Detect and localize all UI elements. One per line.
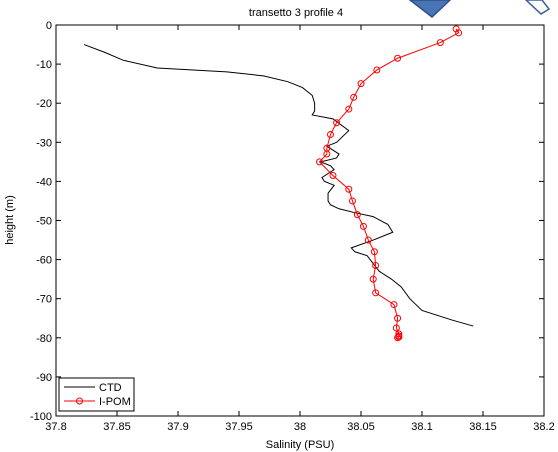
data-point-i-pom bbox=[373, 66, 381, 74]
x-tick-label: 37.8 bbox=[45, 421, 66, 433]
data-point-i-pom bbox=[345, 185, 353, 193]
y-axis-label: height (m) bbox=[4, 195, 16, 245]
y-tick-label: -90 bbox=[36, 372, 52, 384]
axis-ticks: 37.8 37.85 37.9 37.95 38 38.05 38.1 38.15 38.2 0 -… bbox=[30, 20, 555, 433]
data-point-i-pom bbox=[364, 236, 372, 244]
y-tick-label: -60 bbox=[36, 255, 52, 267]
chart-title: transetto 3 profile 4 bbox=[249, 7, 343, 19]
data-point-i-pom bbox=[316, 158, 324, 166]
legend-label-ctd: CTD bbox=[99, 382, 122, 394]
data-point-i-pom bbox=[359, 222, 367, 230]
series-line-ctd bbox=[83, 44, 474, 327]
data-point-i-pom bbox=[357, 80, 365, 88]
y-tick-label: -20 bbox=[36, 98, 52, 110]
y-tick-label: -80 bbox=[36, 333, 52, 345]
x-tick-label: 37.95 bbox=[225, 421, 253, 433]
data-point-i-pom bbox=[394, 54, 402, 62]
x-tick-label: 38 bbox=[294, 421, 306, 433]
data-point-i-pom bbox=[390, 301, 398, 309]
data-point-i-pom bbox=[323, 150, 331, 158]
data-point-i-pom bbox=[395, 333, 403, 341]
data-point-i-pom bbox=[372, 261, 380, 269]
data-point-i-pom bbox=[345, 105, 353, 113]
y-tick-label: -40 bbox=[36, 176, 52, 188]
y-tick-label: -30 bbox=[36, 137, 52, 149]
y-tick-label: 0 bbox=[46, 20, 52, 32]
x-tick-label: 38.1 bbox=[411, 421, 432, 433]
y-tick-label: -100 bbox=[30, 411, 52, 423]
legend: CTD I-POM bbox=[58, 377, 135, 412]
data-point-i-pom bbox=[394, 314, 402, 322]
data-point-i-pom bbox=[353, 211, 361, 219]
legend-label-i-pom: I-POM bbox=[99, 396, 131, 408]
x-tick-label: 38.05 bbox=[347, 421, 375, 433]
x-tick-label: 37.9 bbox=[167, 421, 188, 433]
x-tick-label: 38.2 bbox=[533, 421, 554, 433]
data-point-i-pom bbox=[392, 324, 400, 332]
y-tick-label: -10 bbox=[36, 59, 52, 71]
data-point-i-pom bbox=[333, 119, 341, 127]
x-tick-label: 38.15 bbox=[469, 421, 497, 433]
x-axis-label: Salinity (PSU) bbox=[266, 439, 334, 451]
y-tick-label: -50 bbox=[36, 216, 52, 228]
legend-marker-i-pom bbox=[76, 397, 83, 405]
plot-area bbox=[83, 25, 474, 342]
data-point-i-pom bbox=[455, 29, 463, 37]
data-point-i-pom bbox=[369, 275, 377, 283]
data-point-i-pom bbox=[372, 289, 380, 297]
data-point-i-pom bbox=[394, 334, 402, 342]
corner-shape bbox=[408, 0, 551, 18]
x-tick-label: 37.85 bbox=[103, 421, 131, 433]
data-point-i-pom bbox=[436, 39, 444, 47]
data-point-i-pom bbox=[329, 172, 337, 180]
data-point-i-pom bbox=[348, 197, 356, 205]
data-point-i-pom bbox=[327, 130, 334, 138]
y-tick-label: -70 bbox=[36, 294, 52, 306]
data-point-i-pom bbox=[395, 330, 403, 338]
legend-box bbox=[58, 377, 135, 412]
data-point-i-pom bbox=[370, 248, 378, 256]
data-point-i-pom bbox=[350, 93, 358, 101]
